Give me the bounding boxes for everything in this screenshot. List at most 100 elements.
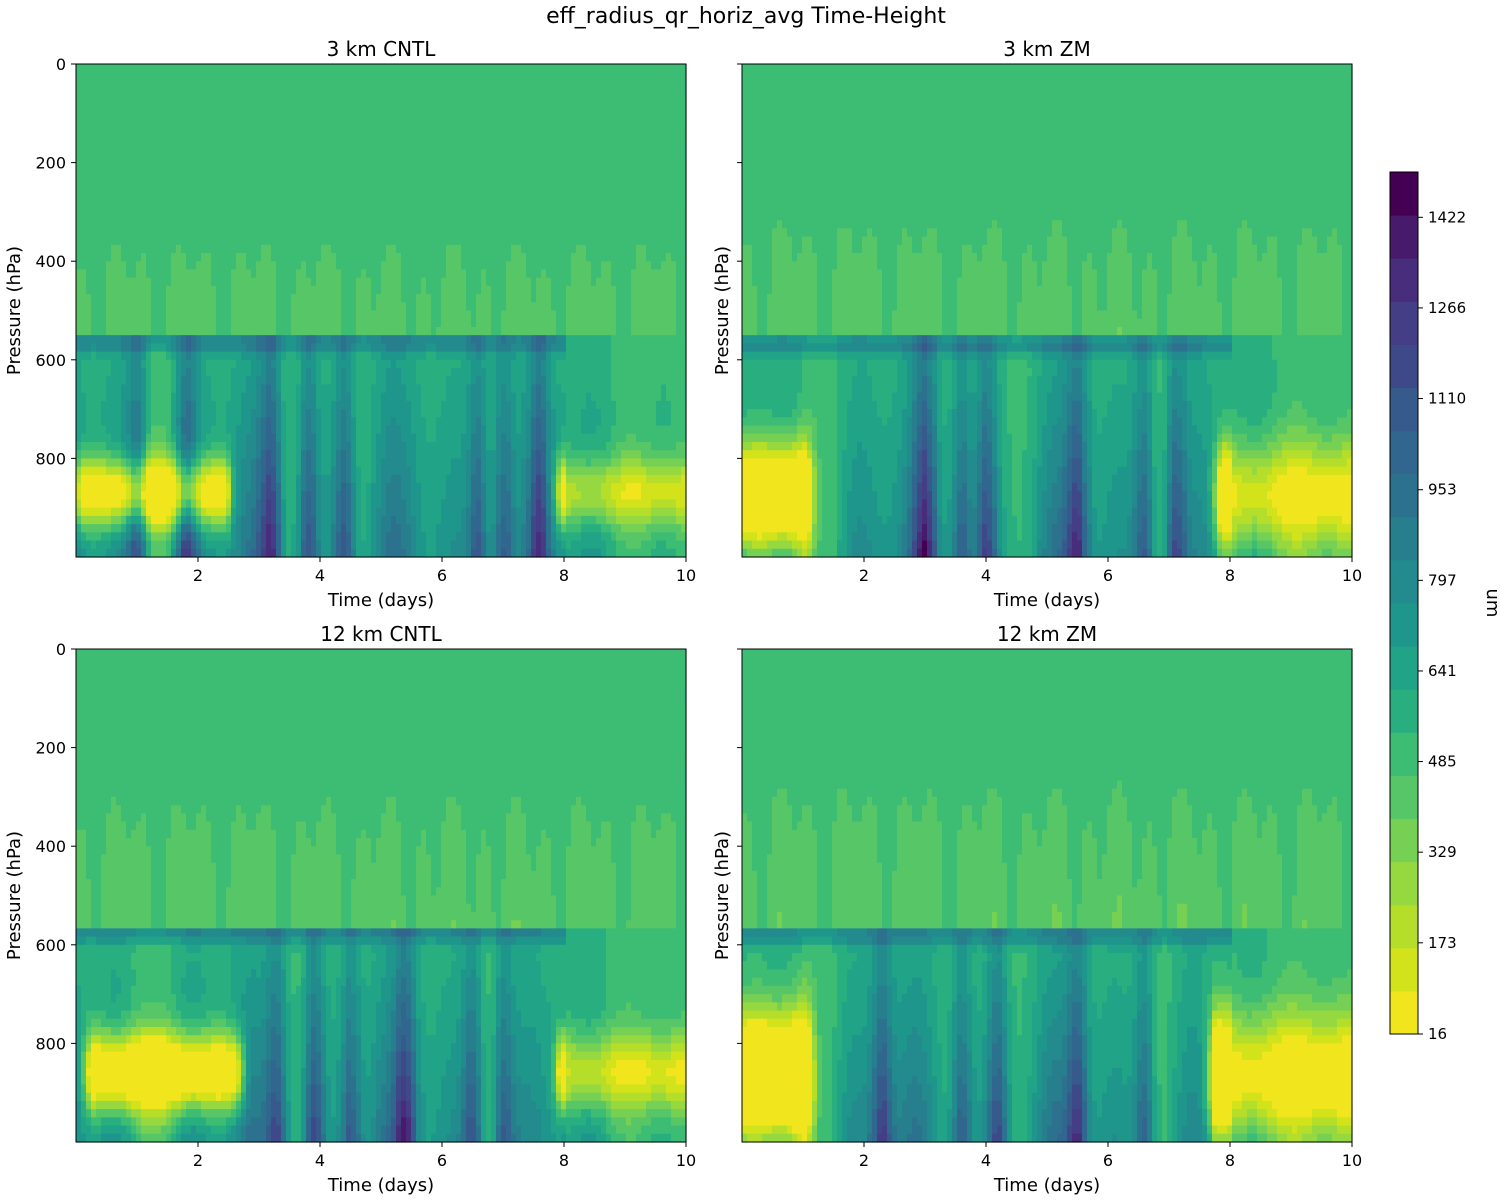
- heatmap-cell: [91, 475, 97, 484]
- heatmap-cell: [246, 302, 252, 311]
- heatmap-cell: [86, 80, 92, 89]
- heatmap-cell: [96, 417, 102, 426]
- heatmap-cell: [196, 113, 202, 122]
- heatmap-cell: [366, 122, 372, 131]
- heatmap-cell: [256, 524, 262, 533]
- heatmap-cell: [411, 154, 417, 163]
- heatmap-cell: [96, 89, 102, 98]
- heatmap-cell: [286, 442, 292, 451]
- heatmap-cell: [231, 483, 237, 492]
- heatmap-cell: [141, 376, 147, 385]
- heatmap-cell: [206, 549, 212, 558]
- heatmap-cell: [206, 532, 212, 541]
- heatmap-cell: [86, 97, 92, 106]
- heatmap-cell: [186, 146, 192, 155]
- heatmap-cell: [151, 352, 157, 361]
- heatmap-cell: [371, 89, 377, 98]
- heatmap-cell: [341, 360, 347, 369]
- heatmap-cell: [156, 327, 162, 336]
- heatmap-cell: [166, 434, 172, 443]
- heatmap-cell: [196, 516, 202, 525]
- heatmap-cell: [406, 163, 412, 172]
- heatmap-cell: [311, 508, 317, 517]
- heatmap-cell: [171, 64, 177, 73]
- heatmap-cell: [231, 204, 237, 213]
- heatmap-cell: [276, 426, 282, 435]
- heatmap-cell: [311, 491, 317, 500]
- heatmap-cell: [116, 261, 122, 270]
- heatmap-cell: [126, 426, 132, 435]
- heatmap-cell: [151, 475, 157, 484]
- heatmap-cell: [401, 154, 407, 163]
- heatmap-cell: [351, 146, 357, 155]
- heatmap-cell: [136, 401, 142, 410]
- heatmap-cell: [306, 146, 312, 155]
- heatmap-cell: [306, 491, 312, 500]
- heatmap-cell: [286, 426, 292, 435]
- heatmap-cell: [246, 508, 252, 517]
- heatmap-cell: [186, 541, 192, 550]
- heatmap-cell: [301, 393, 307, 402]
- heatmap-cell: [336, 163, 342, 172]
- heatmap-cell: [361, 409, 367, 418]
- heatmap-cell: [226, 253, 232, 262]
- heatmap-cell: [246, 138, 252, 147]
- heatmap-cell: [91, 261, 97, 270]
- heatmap-cell: [176, 294, 182, 303]
- heatmap-cell: [181, 409, 187, 418]
- heatmap-cell: [216, 475, 222, 484]
- heatmap-cell: [311, 368, 317, 377]
- heatmap-cell: [221, 138, 227, 147]
- heatmap-cell: [166, 187, 172, 196]
- heatmap-cell: [86, 467, 92, 476]
- heatmap-cell: [116, 64, 122, 73]
- heatmap-cell: [256, 97, 262, 106]
- heatmap-cell: [216, 261, 222, 270]
- heatmap-cell: [296, 384, 302, 393]
- heatmap-cell: [246, 541, 252, 550]
- heatmap-cell: [116, 286, 122, 295]
- heatmap-cell: [286, 113, 292, 122]
- heatmap-cell: [401, 261, 407, 270]
- heatmap-cell: [146, 532, 152, 541]
- heatmap-cell: [371, 179, 377, 188]
- heatmap-cell: [186, 499, 192, 508]
- heatmap-cell: [136, 524, 142, 533]
- heatmap-cell: [176, 89, 182, 98]
- heatmap-cell: [321, 138, 327, 147]
- heatmap-cell: [176, 138, 182, 147]
- heatmap-cell: [161, 89, 167, 98]
- heatmap-cell: [331, 352, 337, 361]
- heatmap-cell: [166, 179, 172, 188]
- heatmap-cell: [251, 204, 257, 213]
- heatmap-cell: [386, 64, 392, 73]
- heatmap-cell: [386, 138, 392, 147]
- heatmap-cell: [406, 122, 412, 131]
- heatmap-cell: [156, 311, 162, 320]
- heatmap-cell: [321, 228, 327, 237]
- heatmap-cell: [181, 245, 187, 254]
- heatmap-cell: [156, 335, 162, 344]
- heatmap-cell: [311, 458, 317, 467]
- heatmap-cell: [336, 524, 342, 533]
- heatmap-cell: [371, 499, 377, 508]
- heatmap-cell: [126, 187, 132, 196]
- heatmap-cell: [211, 278, 217, 287]
- heatmap-cell: [156, 113, 162, 122]
- heatmap-cell: [246, 253, 252, 262]
- heatmap-cell: [261, 204, 267, 213]
- heatmap-cell: [356, 163, 362, 172]
- heatmap-cell: [331, 89, 337, 98]
- heatmap-cell: [81, 302, 87, 311]
- heatmap-cell: [291, 179, 297, 188]
- heatmap-cell: [106, 269, 112, 278]
- heatmap-cell: [291, 138, 297, 147]
- heatmap-cell: [106, 393, 112, 402]
- heatmap-cell: [116, 524, 122, 533]
- heatmap-cell: [136, 409, 142, 418]
- heatmap-cell: [256, 237, 262, 246]
- heatmap-cell: [91, 352, 97, 361]
- heatmap-cell: [106, 72, 112, 81]
- heatmap-cell: [181, 163, 187, 172]
- heatmap-cell: [296, 64, 302, 73]
